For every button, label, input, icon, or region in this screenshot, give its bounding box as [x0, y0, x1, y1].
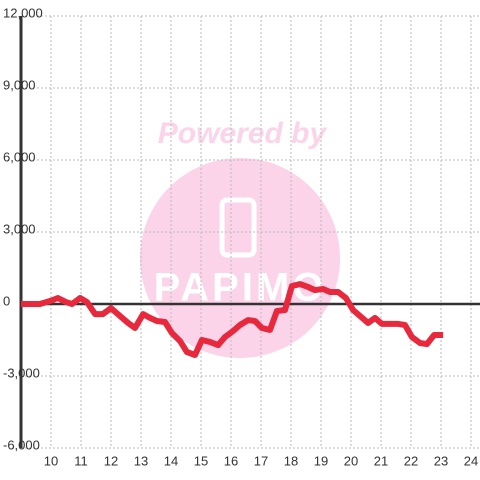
y-tick-label: 3,000 — [3, 221, 36, 236]
x-tick-label: 13 — [134, 453, 148, 468]
y-tick-label: 12,000 — [3, 5, 43, 20]
x-tick-label: 10 — [44, 453, 58, 468]
watermark-circle — [140, 158, 340, 358]
x-tick-label: 14 — [164, 453, 178, 468]
watermark-icon — [219, 197, 257, 258]
x-tick-label: 20 — [344, 453, 358, 468]
x-tick-label: 18 — [284, 453, 298, 468]
x-tick-label: 22 — [404, 453, 418, 468]
x-tick-label: 16 — [224, 453, 238, 468]
x-tick-label: 23 — [434, 453, 448, 468]
line — [21, 281, 444, 358]
x-tick-label: 11 — [74, 453, 88, 468]
x-tick-label: 19 — [314, 453, 328, 468]
y-tick-label: 0 — [3, 293, 10, 308]
x-tick-label: 24 — [464, 453, 478, 468]
y-tick-label: 9,000 — [3, 77, 36, 92]
watermark-text: Powered by — [158, 117, 328, 150]
y-tick-label: 6,000 — [3, 149, 36, 164]
x-tick-label: 17 — [254, 453, 268, 468]
x-tick-label: 12 — [104, 453, 118, 468]
x-tick-label: 21 — [374, 453, 388, 468]
x-tick-label: 15 — [194, 453, 208, 468]
